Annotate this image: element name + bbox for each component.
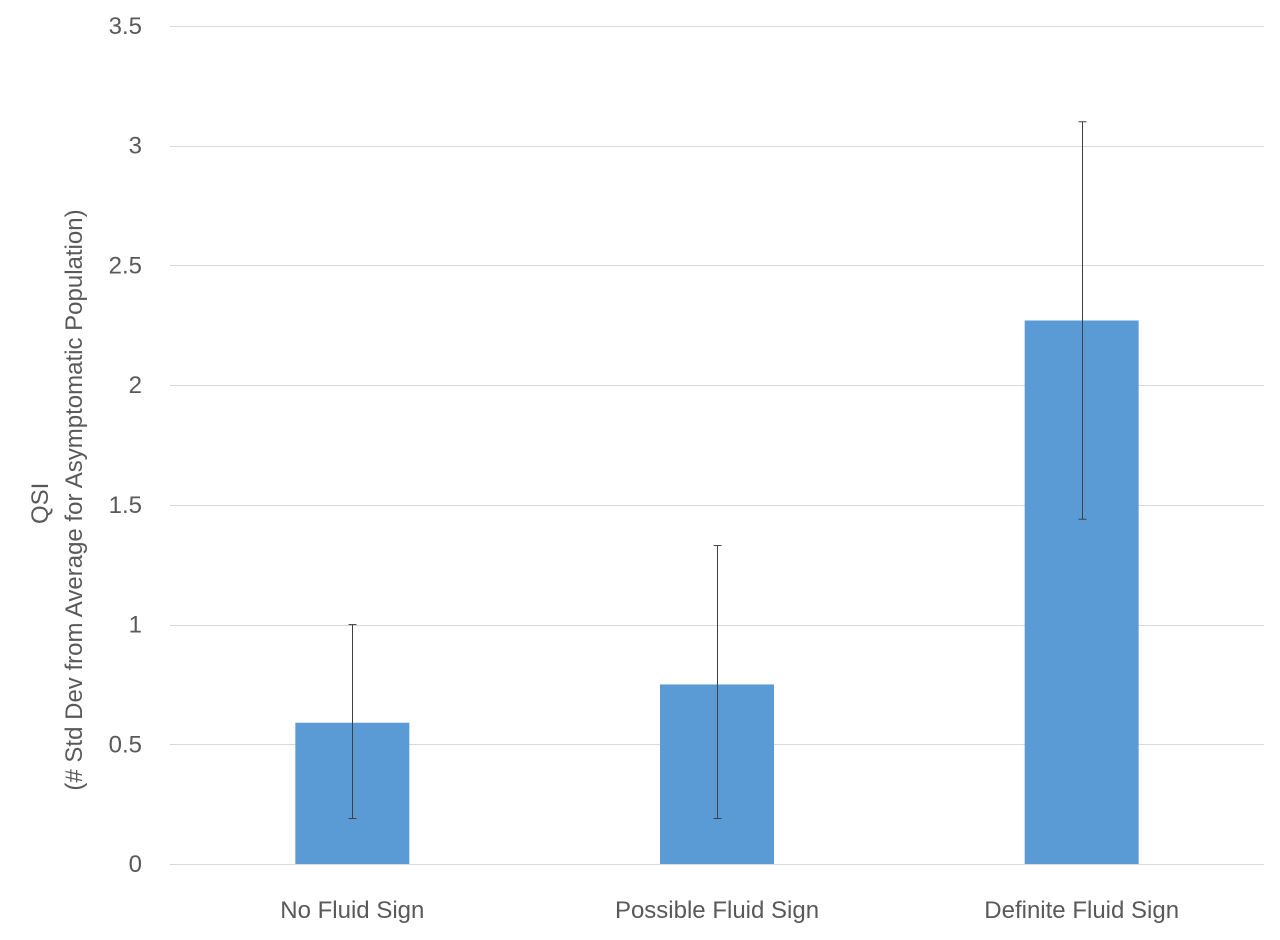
y-tick-label: 1.5 <box>109 492 142 519</box>
y-axis-title: QSI (# Std Dev from Average for Asymptom… <box>27 209 88 790</box>
x-tick-label: Possible Fluid Sign <box>615 897 819 924</box>
error-bar-0 <box>348 624 357 820</box>
y-tick-label: 3 <box>129 133 142 160</box>
x-tick-label: Definite Fluid Sign <box>984 897 1179 924</box>
y-tick-label: 2.5 <box>109 252 142 279</box>
y-tick-label: 2 <box>129 372 142 399</box>
error-bar-1 <box>713 545 722 820</box>
y-tick-label: 0 <box>129 851 142 878</box>
y-tick-labels: 0 0.5 1 1.5 2 2.5 3 3.5 <box>109 13 142 878</box>
error-bar-2 <box>1078 121 1087 520</box>
y-tick-label: 1 <box>129 612 142 639</box>
bar-2 <box>1024 320 1139 864</box>
x-tick-label: No Fluid Sign <box>280 897 424 924</box>
y-axis-title-line-1: QSI <box>27 483 54 524</box>
y-tick-label: 0.5 <box>109 731 142 758</box>
x-tick-labels: No Fluid Sign Possible Fluid Sign Definite… <box>280 897 1179 924</box>
y-axis-title-line-2: (# Std Dev from Average for Asymptomatic… <box>61 209 88 790</box>
y-tick-label: 3.5 <box>109 13 142 40</box>
error-bars <box>348 121 1087 820</box>
